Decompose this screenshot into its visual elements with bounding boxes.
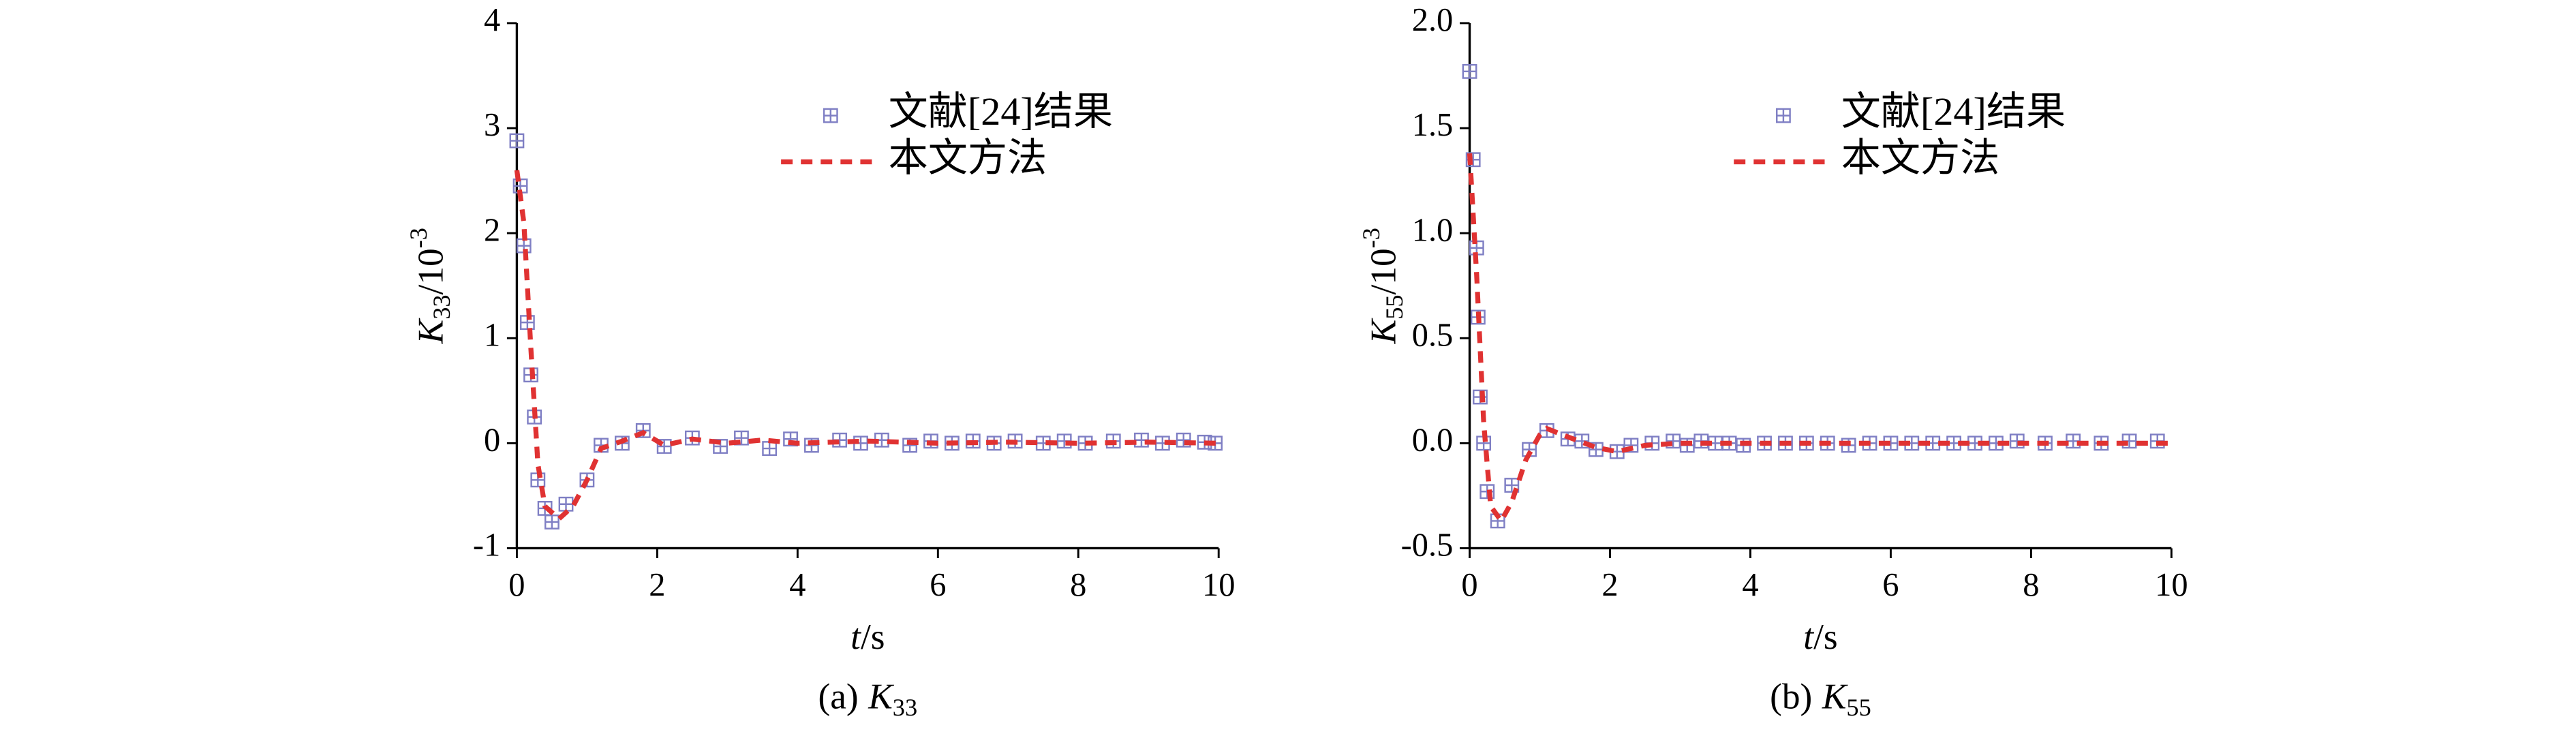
y-tick-label: -0.5	[1401, 527, 1454, 564]
marker-cross	[657, 440, 671, 453]
marker-cross	[735, 431, 748, 445]
axes	[515, 22, 1219, 550]
data-marker	[545, 515, 559, 530]
x-tick-label: 4	[789, 567, 806, 603]
x-tick-label: 0	[508, 567, 525, 603]
label-symbol: t	[850, 617, 861, 657]
caption-symbol: K	[868, 677, 894, 717]
label-symbol: t	[1803, 617, 1814, 657]
x-tick-label: 2	[1601, 567, 1618, 603]
caption-symbol: K	[1822, 677, 1848, 717]
x-tick-label: 8	[2023, 567, 2039, 603]
caption-prefix: (b)	[1770, 677, 1812, 717]
label-unit: /10	[1364, 248, 1404, 294]
legend-label: 文献[24]结果	[1841, 89, 2066, 134]
y-tick-label: 4	[484, 2, 500, 38]
data-marker	[509, 133, 525, 149]
x-tick-label: 2	[649, 567, 665, 603]
y-axis-label: K33/10-3	[405, 228, 455, 344]
data-marker	[1666, 433, 1681, 449]
y-tick-label: 1	[484, 317, 500, 353]
x-tick-label: 10	[1202, 567, 1235, 603]
legend-label: 本文方法	[1841, 136, 2000, 180]
y-tick-label: 2	[484, 212, 500, 248]
label-exponent: -3	[1358, 228, 1385, 248]
y-tick-label: 0.5	[1412, 317, 1454, 353]
y-tick-label: 0.0	[1412, 422, 1454, 458]
y-tick-label: 1.0	[1412, 212, 1454, 248]
caption: (b) K55	[1770, 677, 1871, 722]
label-unit: /s	[1813, 617, 1838, 657]
data-marker	[1776, 108, 1791, 123]
axes	[1468, 22, 2172, 550]
caption-subscript: 55	[1846, 694, 1871, 721]
y-tick-label: -1	[473, 527, 500, 564]
label-symbol: K	[411, 318, 451, 344]
data-marker	[823, 108, 838, 123]
marker-cross	[1666, 434, 1680, 448]
data-marker	[1176, 432, 1191, 448]
label-subscript: 55	[1381, 294, 1408, 319]
x-tick-label: 6	[930, 567, 946, 603]
y-tick-label: 3	[484, 107, 500, 143]
legend-label: 本文方法	[889, 136, 1047, 180]
y-tick-label: 2.0	[1412, 2, 1454, 38]
label-subscript: 33	[428, 294, 455, 319]
data-marker	[762, 441, 778, 456]
label-symbol: K	[1364, 318, 1404, 344]
y-tick-label: 1.5	[1412, 107, 1454, 143]
caption: (a) K33	[818, 677, 918, 722]
data-marker	[1462, 63, 1477, 79]
marker-cross	[1462, 65, 1477, 78]
x-tick-label: 10	[2155, 567, 2188, 603]
data-marker	[558, 496, 574, 512]
caption-prefix: (a)	[818, 677, 859, 717]
marker-cross	[545, 515, 559, 529]
x-tick-label: 0	[1461, 567, 1477, 603]
y-tick-label: 0	[484, 422, 500, 458]
marker-cross	[1177, 433, 1191, 447]
x-tick-label: 6	[1882, 567, 1899, 603]
label-unit: /10	[411, 248, 451, 294]
x-axis-label: t/s	[1803, 617, 1837, 657]
data-marker	[1504, 478, 1520, 493]
caption-subscript: 33	[893, 694, 917, 721]
x-axis-label: t/s	[850, 617, 885, 657]
marker-cross	[1575, 434, 1589, 448]
marker-cross	[559, 497, 573, 511]
legend-label: 文献[24]结果	[889, 89, 1113, 134]
marker-cross	[763, 442, 776, 455]
marker-cross	[824, 108, 838, 123]
marker-cross	[1505, 478, 1519, 492]
data-marker	[734, 430, 749, 446]
marker-cross	[1589, 442, 1603, 457]
data-line	[1467, 153, 2172, 526]
data-line	[514, 170, 1219, 523]
x-tick-label: 4	[1742, 567, 1758, 603]
label-unit: /s	[861, 617, 885, 657]
x-tick-label: 8	[1070, 567, 1086, 603]
marker-cross	[510, 134, 524, 148]
y-axis-label: K55/10-3	[1358, 228, 1408, 344]
label-exponent: -3	[405, 228, 432, 248]
marker-cross	[1777, 108, 1790, 123]
